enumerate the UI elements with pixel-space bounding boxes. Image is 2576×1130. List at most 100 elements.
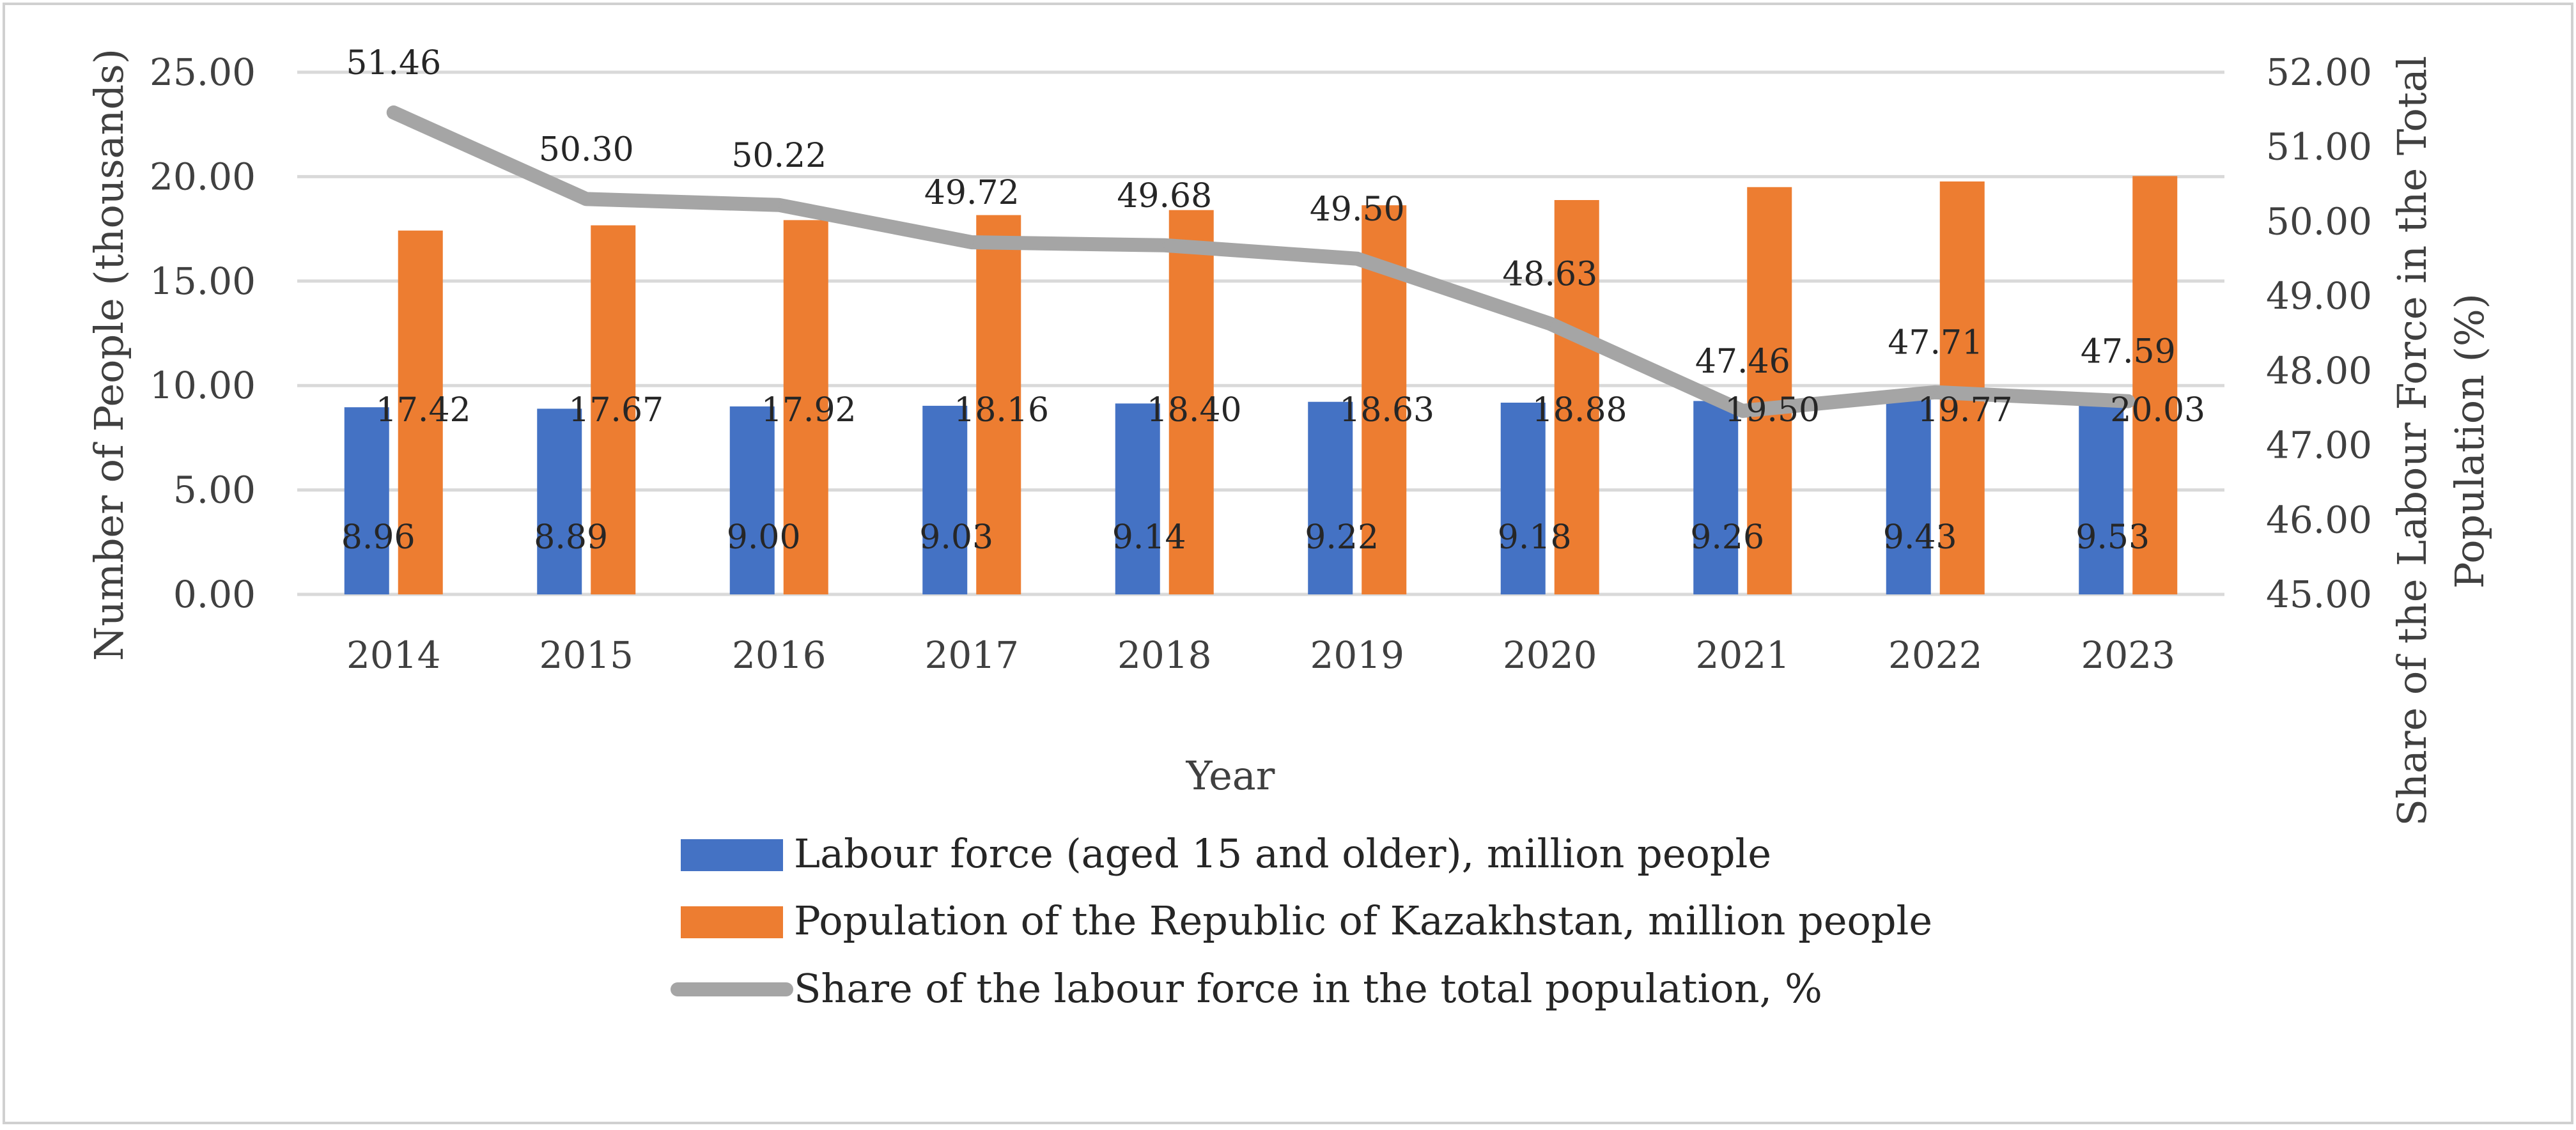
data-label-labour-force: 9.53 (2076, 518, 2150, 557)
data-label-population: 17.67 (568, 391, 663, 430)
y-tick-label: 0.00 (173, 573, 256, 616)
data-labels: 8.96 17.42 8.89 17.67 9.00 17.92 9.03 18.16 9.14… (341, 44, 2205, 557)
share-line (386, 105, 2136, 418)
y2-axis-title-line1: Share of the Labour Force in the Total (2389, 56, 2435, 826)
data-label-labour-force: 9.43 (1883, 518, 1957, 557)
y2-tick-label: 47.00 (2266, 424, 2372, 467)
line-point-share (391, 110, 396, 116)
data-label-population: 18.88 (1532, 391, 1627, 430)
data-label-population: 17.92 (761, 391, 857, 430)
bar-population (1747, 187, 1792, 594)
x-tick-label: 2020 (1503, 633, 1597, 677)
line-point-share (1547, 321, 1553, 327)
line-point-share (1740, 408, 1746, 414)
data-label-share: 49.72 (924, 174, 1020, 212)
bar-labour-force (537, 408, 582, 594)
bars (344, 176, 2178, 595)
x-tick-label: 2018 (1117, 633, 1212, 677)
y2-tick-label: 45.00 (2266, 573, 2372, 616)
bar-population (1554, 200, 1599, 594)
data-label-population: 19.50 (1725, 391, 1820, 430)
bar-labour-force (1308, 401, 1353, 594)
legend: Labour force (aged 15 and older), millio… (671, 830, 1932, 1012)
data-label-labour-force: 9.03 (919, 518, 993, 557)
y2-tick-label: 51.00 (2266, 125, 2372, 169)
line-point-share (1354, 256, 1360, 261)
legend-swatch-labour-force (681, 839, 783, 871)
y2-axis-title-line2: Population (%) (2446, 293, 2493, 589)
legend-item-labour-force: Labour force (aged 15 and older), millio… (681, 830, 1771, 877)
bar-population (398, 230, 443, 595)
x-tick-label: 2023 (2081, 633, 2175, 677)
bar-population (2132, 176, 2178, 595)
data-label-labour-force: 9.18 (1498, 518, 1572, 557)
data-label-population: 20.03 (2110, 391, 2205, 430)
y2-tick-label: 52.00 (2266, 50, 2372, 94)
y2-tick-label: 50.00 (2266, 199, 2372, 243)
data-label-population: 18.40 (1147, 391, 1242, 430)
bar-labour-force (344, 407, 389, 594)
bar-labour-force (1115, 403, 1160, 594)
data-label-labour-force: 9.22 (1305, 518, 1379, 557)
bar-labour-force (1693, 401, 1739, 594)
data-label-share: 50.30 (539, 130, 634, 169)
x-tick-label: 2021 (1695, 633, 1790, 677)
y2-tick-label: 46.00 (2266, 498, 2372, 541)
data-label-share: 47.71 (1888, 324, 1983, 362)
data-label-share: 51.46 (346, 44, 441, 82)
y-tick-label: 5.00 (173, 468, 256, 512)
data-label-share: 47.46 (1695, 343, 1790, 381)
x-axis-title: Year (1186, 752, 1275, 799)
legend-item-share: Share of the labour force in the total p… (671, 965, 1822, 1012)
x-tick-label: 2015 (539, 633, 633, 677)
y-tick-label: 15.00 (150, 259, 256, 303)
left-axis-ticks: 0.00 5.00 10.00 15.00 20.00 25.00 (150, 50, 256, 616)
line-point-share (1161, 242, 1167, 248)
data-label-population: 18.16 (954, 391, 1049, 430)
line-point-share (969, 240, 975, 245)
line-point-share (1932, 389, 1938, 395)
x-axis-ticks: 2014 2015 2016 2017 2018 2019 2020 2021 2022 2023 (346, 633, 2175, 677)
line-point-share (584, 196, 589, 202)
x-tick-label: 2016 (732, 633, 826, 677)
series-line-share (386, 105, 2136, 418)
data-label-population: 19.77 (1918, 391, 2013, 430)
legend-item-population: Population of the Republic of Kazakhstan… (681, 897, 1932, 944)
y-tick-label: 25.00 (150, 50, 256, 94)
data-label-labour-force: 9.26 (1690, 518, 1764, 557)
line-point-share (776, 202, 782, 208)
y2-tick-label: 49.00 (2266, 274, 2372, 318)
bar-population (1168, 210, 1214, 594)
bar-population (976, 215, 1021, 594)
data-label-share: 50.22 (731, 137, 826, 175)
x-tick-label: 2022 (1888, 633, 1983, 677)
legend-swatch-population (681, 906, 783, 938)
bar-labour-force (729, 406, 775, 594)
legend-label-population: Population of the Republic of Kazakhstan… (794, 897, 1932, 944)
bar-population (591, 225, 636, 594)
bar-population (783, 220, 828, 594)
y2-tick-label: 48.00 (2266, 349, 2372, 392)
line-point-share (2125, 398, 2131, 404)
x-tick-label: 2014 (346, 633, 441, 677)
data-label-population: 18.63 (1339, 391, 1434, 430)
bar-labour-force (922, 405, 968, 594)
y-tick-label: 20.00 (150, 155, 256, 198)
bar-labour-force (1500, 402, 1546, 594)
data-label-share: 47.59 (2081, 333, 2176, 371)
data-label-share: 49.68 (1117, 177, 1212, 215)
legend-label-share: Share of the labour force in the total p… (794, 965, 1822, 1012)
data-label-labour-force: 9.14 (1112, 518, 1186, 557)
bar-labour-force (1886, 397, 1931, 594)
data-label-share: 48.63 (1502, 255, 1597, 293)
x-tick-label: 2017 (924, 633, 1019, 677)
bar-labour-force (2079, 395, 2124, 594)
data-label-labour-force: 8.96 (341, 518, 415, 557)
data-label-labour-force: 8.89 (534, 518, 608, 557)
right-axis-ticks: 45.00 46.00 47.00 48.00 49.00 50.00 51.00 52.00 (2266, 50, 2372, 616)
legend-label-labour-force: Labour force (aged 15 and older), millio… (794, 830, 1771, 877)
data-label-population: 17.42 (376, 391, 471, 430)
y-axis-title: Number of People (thousands) (86, 49, 132, 661)
